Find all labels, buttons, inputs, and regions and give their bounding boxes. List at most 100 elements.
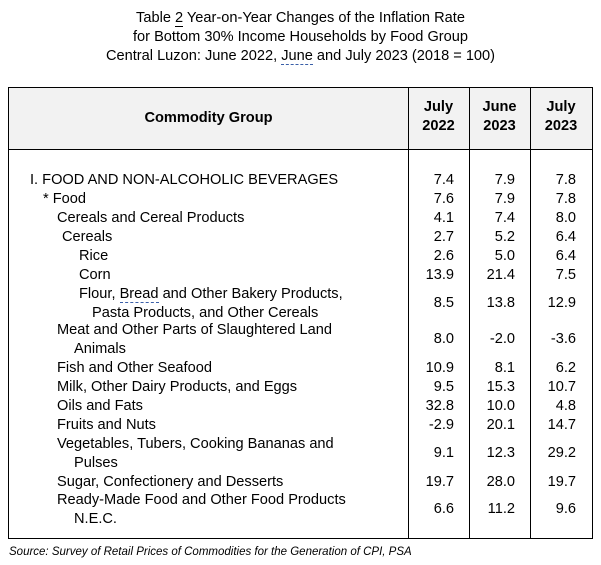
value-cell: 7.9 (494, 191, 515, 207)
title-line-2: for Bottom 30% Income Households by Food… (132, 29, 469, 45)
title-region: Central Luzon: June 2022, (105, 48, 282, 64)
commodity-label: Fish and Other Seafood (57, 360, 212, 376)
word-bread: Bread (119, 286, 159, 303)
value-cell: 4.8 (555, 398, 576, 414)
commodity-label: Cereals and Cereal Products (57, 210, 245, 226)
value-cell: 5.2 (494, 229, 515, 245)
table-title: Table 2 Year-on-Year Changes of the Infl… (0, 9, 601, 66)
table-row: * Food 7.6 7.9 7.8 (9, 190, 592, 209)
header-july-2023: July 2023 (530, 98, 592, 136)
table-row: Milk, Other Dairy Products, and Eggs 9.5 1… (9, 378, 592, 397)
column-divider (469, 88, 470, 538)
value-cell: 6.6 (433, 501, 454, 517)
table-row: Ready-Made Food and Other Food Products N… (9, 491, 592, 529)
value-cell: -2.9 (428, 417, 454, 433)
value-cell: 4.1 (433, 210, 454, 226)
value-cell: 7.8 (555, 191, 576, 207)
table-number: 2 (175, 10, 184, 27)
value-cell: 5.0 (494, 248, 515, 264)
column-divider (530, 88, 531, 538)
header-month: July (423, 99, 454, 115)
table-row: Oils and Fats 32.8 10.0 4.8 (9, 397, 592, 416)
header-june-2023: June 2023 (469, 98, 530, 136)
value-cell: 6.4 (555, 229, 576, 245)
value-cell: 9.6 (555, 501, 576, 517)
table-row: Flour, Bread and Other Bakery Products, P… (9, 285, 592, 323)
value-cell: 9.5 (433, 379, 454, 395)
table-row: Corn 13.9 21.4 7.5 (9, 266, 592, 285)
value-cell: 7.4 (433, 172, 454, 188)
value-cell: -2.0 (489, 331, 515, 347)
table-header: Commodity Group July 2022 June 2023 July… (9, 88, 592, 150)
value-cell: 10.7 (547, 379, 576, 395)
title-period: and July 2023 (2018 = 100) (312, 48, 496, 64)
value-cell: 7.9 (494, 172, 515, 188)
table-row: I. FOOD AND NON-ALCOHOLIC BEVERAGES 7.4 7.… (9, 171, 592, 190)
commodity-label: Vegetables, Tubers, Cooking Bananas and (57, 436, 334, 452)
title-prefix: Table (136, 10, 175, 26)
table-row: Fish and Other Seafood 10.9 8.1 6.2 (9, 359, 592, 378)
value-cell: 13.8 (486, 295, 515, 311)
value-cell: 13.9 (425, 267, 454, 283)
column-divider (408, 88, 409, 538)
value-cell: 10.9 (425, 360, 454, 376)
title-main: Year-on-Year Changes of the Inflation Ra… (183, 10, 465, 26)
value-cell: 12.9 (547, 295, 576, 311)
header-month: June (482, 99, 517, 115)
value-cell: 6.4 (555, 248, 576, 264)
value-cell: 8.0 (555, 210, 576, 226)
value-cell: 14.7 (547, 417, 576, 433)
title-line-1: Table 2 Year-on-Year Changes of the Infl… (0, 9, 601, 28)
value-cell: -3.6 (550, 331, 576, 347)
header-year: 2022 (422, 118, 455, 134)
commodity-label: Milk, Other Dairy Products, and Eggs (57, 379, 298, 395)
commodity-label: Corn (79, 267, 111, 283)
commodity-label: Pasta Products, and Other Cereals (92, 305, 319, 321)
value-cell: 2.6 (433, 248, 454, 264)
value-cell: 10.0 (486, 398, 515, 414)
value-cell: 15.3 (486, 379, 515, 395)
value-cell: 7.5 (555, 267, 576, 283)
value-cell: 12.3 (486, 445, 515, 461)
table-row: Rice 2.6 5.0 6.4 (9, 247, 592, 266)
table-row: Fruits and Nuts -2.9 20.1 14.7 (9, 416, 592, 435)
commodity-label: Ready-Made Food and Other Food Products (57, 492, 346, 508)
value-cell: 8.5 (433, 295, 454, 311)
source-note: Source: Survey of Retail Prices of Commo… (9, 546, 412, 558)
value-cell: 20.1 (486, 417, 515, 433)
commodity-label: Cereals (62, 229, 113, 245)
value-cell: 7.4 (494, 210, 515, 226)
commodity-label: N.E.C. (74, 511, 117, 527)
commodity-label: Fruits and Nuts (57, 417, 156, 433)
header-commodity-group: Commodity Group (144, 110, 273, 126)
table-row: Sugar, Confectionery and Desserts 19.7 28.… (9, 473, 592, 492)
inflation-table: Commodity Group July 2022 June 2023 July… (8, 87, 593, 539)
value-cell: 8.1 (494, 360, 515, 376)
commodity-label: Rice (79, 248, 109, 264)
commodity-label: Sugar, Confectionery and Desserts (57, 474, 284, 490)
commodity-label: Pulses (74, 455, 118, 471)
header-year: 2023 (483, 118, 516, 134)
value-cell: 6.2 (555, 360, 576, 376)
value-cell: 2.7 (433, 229, 454, 245)
value-cell: 19.7 (547, 474, 576, 490)
value-cell: 11.2 (487, 501, 515, 517)
table-row: Vegetables, Tubers, Cooking Bananas and P… (9, 435, 592, 473)
commodity-label: Oils and Fats (57, 398, 143, 414)
value-cell: 21.4 (486, 267, 515, 283)
table-row: Meat and Other Parts of Slaughtered Land… (9, 321, 592, 359)
value-cell: 32.8 (425, 398, 454, 414)
value-cell: 9.1 (433, 445, 454, 461)
value-cell: 7.6 (433, 191, 454, 207)
commodity-label: * Food (43, 191, 86, 207)
header-month: July (546, 99, 576, 115)
header-year: 2023 (544, 118, 578, 134)
value-cell: 8.0 (433, 331, 454, 347)
commodity-label: Meat and Other Parts of Slaughtered Land (57, 322, 333, 338)
commodity-label: Animals (74, 341, 126, 357)
table-row: Cereals 2.7 5.2 6.4 (9, 228, 592, 247)
commodity-label: Flour, Bread and Other Bakery Products, (79, 286, 343, 303)
value-cell: 29.2 (547, 445, 576, 461)
value-cell: 28.0 (486, 474, 515, 490)
title-june: June (281, 48, 313, 65)
